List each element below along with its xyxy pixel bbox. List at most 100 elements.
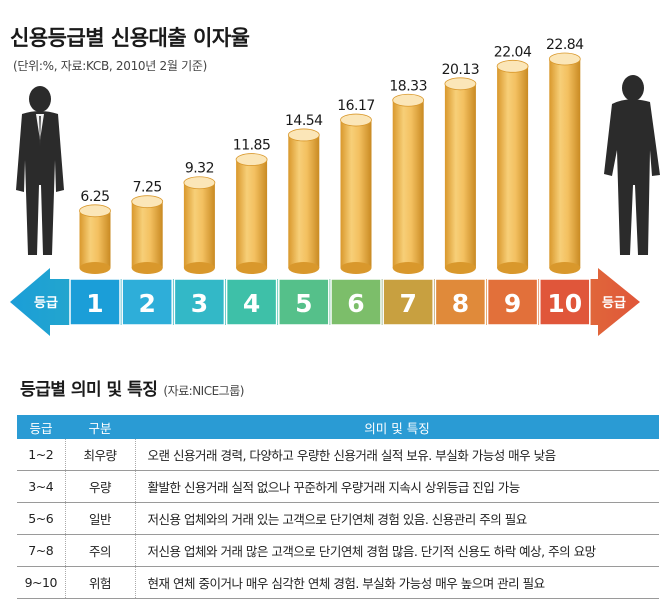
axis-label-left: 등급 [34, 296, 58, 311]
table-section-heading: 등급별 의미 및 특징 [20, 380, 158, 400]
bar-body [444, 83, 476, 268]
interest-rate-chart: 등급 등급 6.25 7.25 9.32 11.85 14.54 16.17 18.33 20… [10, 37, 660, 336]
bar-base [79, 262, 111, 274]
grade-cell-7: 7 [382, 278, 434, 326]
bar-base [236, 262, 268, 274]
row-category: 위험 [65, 566, 136, 599]
row-grade: 1~2 [17, 439, 66, 471]
bar-body [183, 182, 215, 268]
bar-value-label: 16.17 [337, 98, 375, 114]
bar-top [496, 59, 529, 73]
table-row: 1~2 최우량 오랜 신용거래 경력, 다양하고 우량한 신용거래 실적 보유.… [17, 439, 659, 471]
table-header-description: 의미 및 특징 [135, 415, 659, 439]
bar-value-label: 20.13 [442, 62, 480, 78]
row-grade: 3~4 [17, 470, 66, 503]
bar-value-label: 6.25 [80, 189, 109, 205]
row-description: 활발한 신용거래 실적 없으나 꾸준하게 우량거래 지속시 상위등급 진입 가능 [135, 470, 659, 503]
page-subtitle: (단위:%, 자료:KCB, 2010년 2월 기준) [13, 59, 207, 73]
bar-top [287, 128, 320, 142]
row-grade: 5~6 [17, 502, 66, 535]
grade-cell-6: 6 [330, 278, 382, 326]
bar-base [131, 262, 163, 274]
grade-tick-label: 1 [86, 289, 103, 318]
grade-cell-10: 10 [539, 278, 591, 326]
bar-body [549, 59, 581, 268]
row-category: 일반 [65, 502, 136, 535]
grade-cell-5: 5 [278, 278, 330, 326]
bar-top [131, 195, 164, 209]
axis-label-right: 등급 [602, 296, 626, 311]
grade-cell-bg [278, 278, 330, 326]
page-title: 신용등급별 신용대출 이자율 [10, 26, 250, 50]
bar-5: 14.54 [285, 113, 324, 274]
grade-cell-4: 4 [225, 278, 278, 326]
bar-top [340, 113, 372, 127]
bar-value-label: 9.32 [185, 161, 214, 177]
bar-value-label: 11.85 [233, 138, 271, 154]
bar-9: 22.04 [494, 44, 532, 274]
grade-tick-label: 4 [243, 289, 260, 318]
bar-base [340, 262, 372, 274]
grade-tick-label: 3 [191, 289, 208, 318]
bar-base [288, 262, 320, 274]
grade-cell-bg [434, 278, 487, 326]
bar-base [444, 262, 476, 274]
grade-cell-bg [382, 278, 434, 326]
table-header-grade: 등급 [17, 415, 65, 439]
bar-top [183, 176, 216, 190]
grade-cell-3: 3 [173, 278, 226, 326]
bar-body [131, 201, 163, 268]
bar-body [288, 134, 320, 268]
grade-tick-label: 9 [504, 289, 521, 318]
bar-2: 7.25 [131, 180, 164, 274]
grade-tick-label: 2 [138, 289, 155, 318]
bar-body [236, 159, 268, 268]
bar-6: 16.17 [337, 98, 375, 274]
man-dejected-icon [604, 75, 660, 255]
bar-top [444, 77, 477, 91]
grade-cell-bg [539, 278, 591, 326]
grade-cell-1: 1 [69, 278, 121, 326]
grade-tick-label: 8 [452, 289, 469, 318]
row-description: 저신용 업체와의 거래 있는 고객으로 단기연체 경험 있음. 신용관리 주의 … [135, 502, 659, 535]
bar-body [79, 210, 111, 268]
bars-group: 6.25 7.25 9.32 11.85 14.54 16.17 18.33 20.13 22.… [79, 37, 585, 274]
grade-table: 등급 구분 의미 및 특징 1~2 최우량 오랜 신용거래 경력, 다양하고 우… [17, 415, 659, 599]
bar-top [392, 93, 425, 107]
bar-10: 22.84 [546, 37, 585, 274]
row-description: 오랜 신용거래 경력, 다양하고 우량한 신용거래 실적 보유. 부실화 가능성… [135, 439, 659, 471]
bar-body [340, 120, 372, 269]
bar-base [392, 262, 424, 274]
grade-cell-bg [225, 278, 278, 326]
grade-cell-bg [173, 278, 226, 326]
row-description: 저신용 업체와 거래 많은 고객으로 단기연체 경험 많음. 단기적 신용도 하… [135, 534, 659, 567]
bar-base [497, 262, 529, 274]
bar-1: 6.25 [79, 189, 111, 274]
grade-cell-bg [121, 278, 173, 326]
table-row: 5~6 일반 저신용 업체와의 거래 있는 고객으로 단기연체 경험 있음. 신… [17, 502, 659, 535]
grade-tick-label: 5 [295, 289, 312, 318]
bar-base [549, 262, 581, 274]
bar-3: 9.32 [183, 161, 216, 274]
table-section-title: 등급별 의미 및 특징 (자료:NICE그룹) [20, 375, 244, 400]
row-grade: 7~8 [17, 534, 66, 567]
table-section-source: (자료:NICE그룹) [163, 384, 244, 398]
bar-value-label: 18.33 [389, 78, 427, 94]
grade-cell-8: 8 [434, 278, 487, 326]
bar-top [235, 153, 268, 166]
grade-tick-label: 7 [399, 289, 416, 318]
grade-cell-9: 9 [486, 278, 539, 326]
grade-cell-bg [330, 278, 382, 326]
bar-8: 20.13 [442, 62, 480, 274]
grade-cell-bg [69, 278, 121, 326]
bar-value-label: 14.54 [285, 113, 323, 129]
table-header-category: 구분 [65, 415, 135, 439]
bar-top [548, 52, 581, 66]
grade-cell-2: 2 [121, 278, 173, 326]
bar-body [497, 66, 529, 268]
bar-base [183, 262, 215, 274]
bar-value-label: 7.25 [133, 180, 162, 196]
table-row: 9~10 위험 현재 연체 중이거나 매우 심각한 연체 경험. 부실화 가능성… [17, 566, 659, 599]
row-description: 현재 연체 중이거나 매우 심각한 연체 경험. 부실화 가능성 매우 높으며 … [135, 566, 659, 599]
